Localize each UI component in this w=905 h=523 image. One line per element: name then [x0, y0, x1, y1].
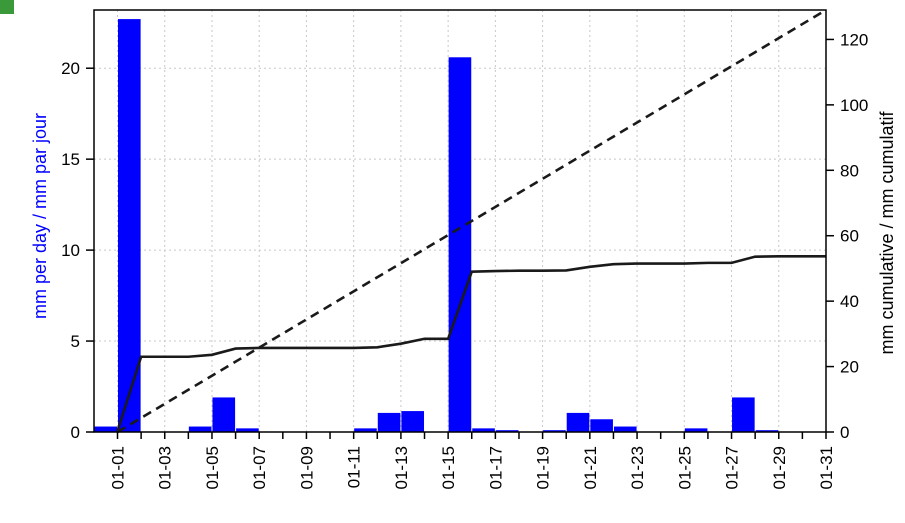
x-tick-label: 01-29: [770, 446, 789, 489]
x-tick-label: 01-03: [156, 446, 175, 489]
corner-accent: [0, 0, 14, 14]
series-line-dashed: [116, 8, 827, 434]
y-tick-label-right: 120: [840, 30, 868, 49]
y-tick-label-right: 40: [840, 292, 859, 311]
x-tick-label: 01-07: [250, 446, 269, 489]
right-axis: 0 20 40 60 80 100 120: [826, 30, 868, 442]
x-tick-label: 01-01: [109, 446, 128, 489]
y-tick-label-right: 20: [840, 358, 859, 377]
bar: [495, 430, 519, 432]
x-tick-label: 01-21: [581, 446, 600, 489]
bar: [755, 430, 779, 432]
bar: [354, 428, 377, 432]
bar: [543, 430, 566, 432]
x-tick-label: 01-31: [817, 446, 836, 489]
y-tick-label-left: 5: [71, 332, 80, 351]
bar: [472, 428, 495, 432]
bar: [590, 419, 613, 432]
y-tick-label-left: 15: [61, 150, 80, 169]
y-tick-label-right: 0: [840, 423, 849, 442]
bar: [94, 426, 117, 432]
y-tick-label-left: 10: [61, 241, 80, 260]
bar: [613, 426, 637, 432]
x-axis: 01-01 01-03 01-05 01-07 01-09 01-11 01-13 01-15…: [109, 432, 836, 489]
bar: [212, 397, 236, 432]
y-axis-title-left: mm per day / mm par jour: [30, 113, 50, 319]
series-line-cumulative: [116, 255, 826, 432]
y-tick-label-left: 20: [61, 59, 80, 78]
x-tick-label: 01-19: [534, 446, 553, 489]
y-tick-label-right: 80: [840, 161, 859, 180]
bar: [236, 428, 259, 432]
x-tick-label: 01-27: [723, 446, 742, 489]
y-tick-label-right: 60: [840, 227, 859, 246]
y-tick-label-right: 100: [840, 96, 868, 115]
y-tick-label-left: 0: [71, 423, 80, 442]
x-tick-label: 01-13: [392, 446, 411, 489]
bar: [118, 19, 141, 433]
bar: [401, 411, 425, 432]
bars: [94, 19, 779, 433]
x-tick-label: 01-11: [345, 446, 364, 488]
left-axis: 0 5 10 15 20: [61, 59, 94, 442]
plot-frame: [93, 9, 827, 433]
x-tick-label: 01-23: [628, 446, 647, 489]
bar: [566, 412, 590, 432]
x-tick-label: 01-25: [675, 446, 694, 489]
bar: [448, 57, 472, 433]
lines: [116, 8, 827, 434]
x-tick-label: 01-17: [486, 446, 505, 489]
bar: [684, 428, 708, 432]
x-tick-label: 01-09: [297, 446, 316, 489]
y-axis-title-right: mm cumulative / mm cumulatif: [877, 110, 897, 354]
x-tick-label: 01-05: [203, 446, 222, 489]
bar: [188, 426, 212, 432]
bar: [377, 412, 401, 432]
x-tick-label: 01-15: [439, 446, 458, 489]
bar: [732, 397, 755, 432]
